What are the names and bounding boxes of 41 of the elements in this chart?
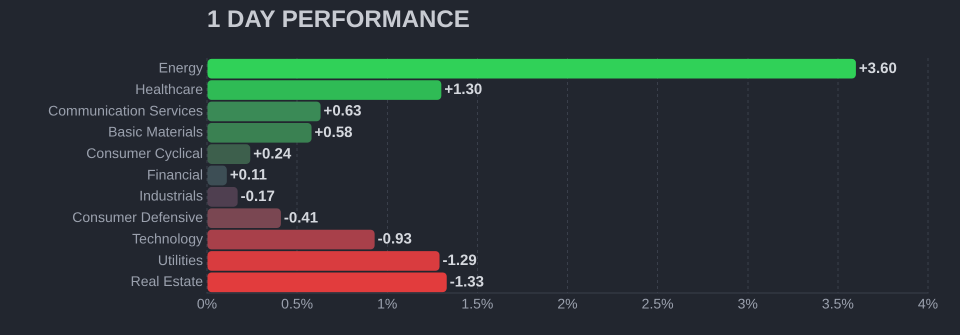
bar xyxy=(208,144,250,164)
data-label: +0.24 xyxy=(253,145,292,162)
data-label: -1.33 xyxy=(450,273,484,290)
bar xyxy=(208,230,375,250)
data-label: +0.11 xyxy=(230,166,267,184)
y-tick-label: Communication Services xyxy=(48,102,203,118)
y-tick-label: Consumer Cyclical xyxy=(86,144,203,161)
y-tick-label: Industrials xyxy=(139,188,203,204)
data-label: +0.63 xyxy=(324,102,362,120)
data-label: -0.17 xyxy=(240,188,275,206)
x-tick-label: 2% xyxy=(557,295,578,312)
data-label: +3.60 xyxy=(858,60,897,77)
x-tick-label: 2.5% xyxy=(642,295,674,312)
bar xyxy=(208,187,238,207)
x-tick-label: 1.5% xyxy=(461,295,494,312)
x-tick-label: 0.5% xyxy=(281,295,314,312)
y-tick-label: Consumer Defensive xyxy=(72,209,204,226)
data-label: +1.30 xyxy=(444,81,482,98)
y-tick-label: Technology xyxy=(132,230,203,246)
data-label: -0.93 xyxy=(378,230,412,248)
y-tick-label: Energy xyxy=(158,60,203,76)
data-label: -0.41 xyxy=(284,209,318,226)
bar xyxy=(208,58,856,79)
x-tick-label: 3% xyxy=(738,295,758,312)
bar xyxy=(208,80,442,100)
y-tick-label: Healthcare xyxy=(135,80,204,97)
y-tick-label: Financial xyxy=(146,166,203,182)
bar xyxy=(208,122,312,143)
bar xyxy=(208,166,227,186)
x-tick-label: 4% xyxy=(918,295,938,312)
y-tick-label: Real Estate xyxy=(130,273,204,290)
y-tick-label: Utilities xyxy=(158,252,203,268)
x-tick-label: 3.5% xyxy=(822,295,854,312)
x-tick-label: 1% xyxy=(377,295,398,312)
y-tick-label: Basic Materials xyxy=(108,124,203,140)
data-label: -1.29 xyxy=(442,252,477,270)
data-label: +0.58 xyxy=(314,124,353,141)
bar xyxy=(208,208,281,228)
x-tick-label: 0% xyxy=(196,295,218,312)
chart-title: 1 DAY PERFORMANCE xyxy=(207,6,470,34)
bar xyxy=(208,102,321,122)
